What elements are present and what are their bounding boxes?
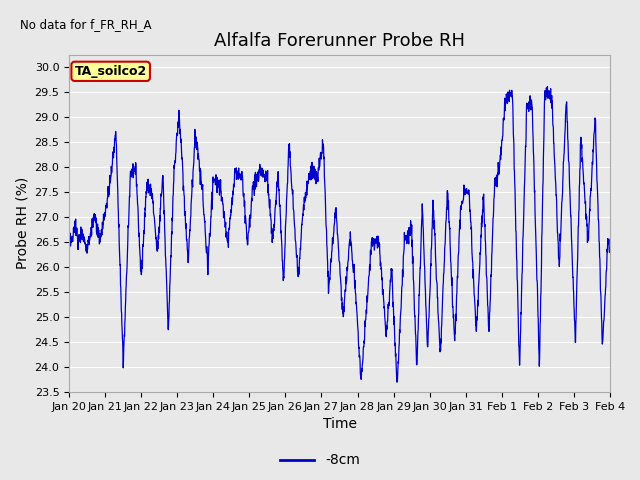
Title: Alfalfa Forerunner Probe RH: Alfalfa Forerunner Probe RH (214, 32, 465, 50)
Y-axis label: Probe RH (%): Probe RH (%) (15, 177, 29, 269)
Text: No data for f_FR_RH_A: No data for f_FR_RH_A (20, 18, 152, 31)
Text: TA_soilco2: TA_soilco2 (74, 65, 147, 78)
X-axis label: Time: Time (323, 418, 356, 432)
Legend: -8cm: -8cm (274, 448, 366, 473)
